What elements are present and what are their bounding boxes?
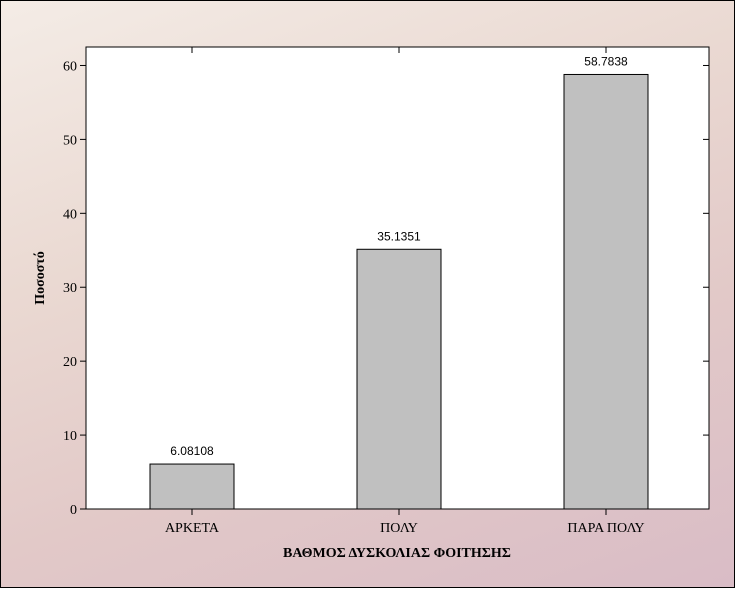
- bar-1: [149, 463, 235, 510]
- y-tick-label: 60: [63, 59, 77, 74]
- y-tick-label: 0: [70, 503, 77, 518]
- x-category-label: ΑΡΚΕΤΑ: [165, 521, 220, 536]
- bar-2: [356, 248, 442, 510]
- labels: 0 10 20 30 40 50 60 6.08108 ΑΡΚΕΤΑ 35.1351 ΠΟΛΥ 58.…: [63, 54, 645, 536]
- x-category-label: ΠΟΛΥ: [380, 521, 418, 536]
- y-tick-label: 40: [63, 207, 77, 222]
- axis-ticks: [80, 47, 709, 515]
- x-category-label: ΠΑΡΑ ΠΟΛΥ: [567, 521, 644, 536]
- bar-value-label: 58.7838: [584, 54, 628, 68]
- y-tick-label: 20: [63, 355, 77, 370]
- y-axis-title: Ποσοστό: [33, 251, 48, 305]
- x-axis-title: ΒΑΘΜΟΣ ΔΥΣΚΟΛΙΑΣ ΦΟΙΤΗΣΗΣ: [283, 546, 511, 561]
- bar-value-label: 6.08108: [170, 444, 214, 458]
- bars: [149, 73, 649, 510]
- y-tick-label: 30: [63, 281, 77, 296]
- y-tick-label: 50: [63, 133, 77, 148]
- y-tick-label: 10: [63, 429, 77, 444]
- bar-value-label: 35.1351: [377, 229, 421, 243]
- bar-3: [563, 73, 649, 510]
